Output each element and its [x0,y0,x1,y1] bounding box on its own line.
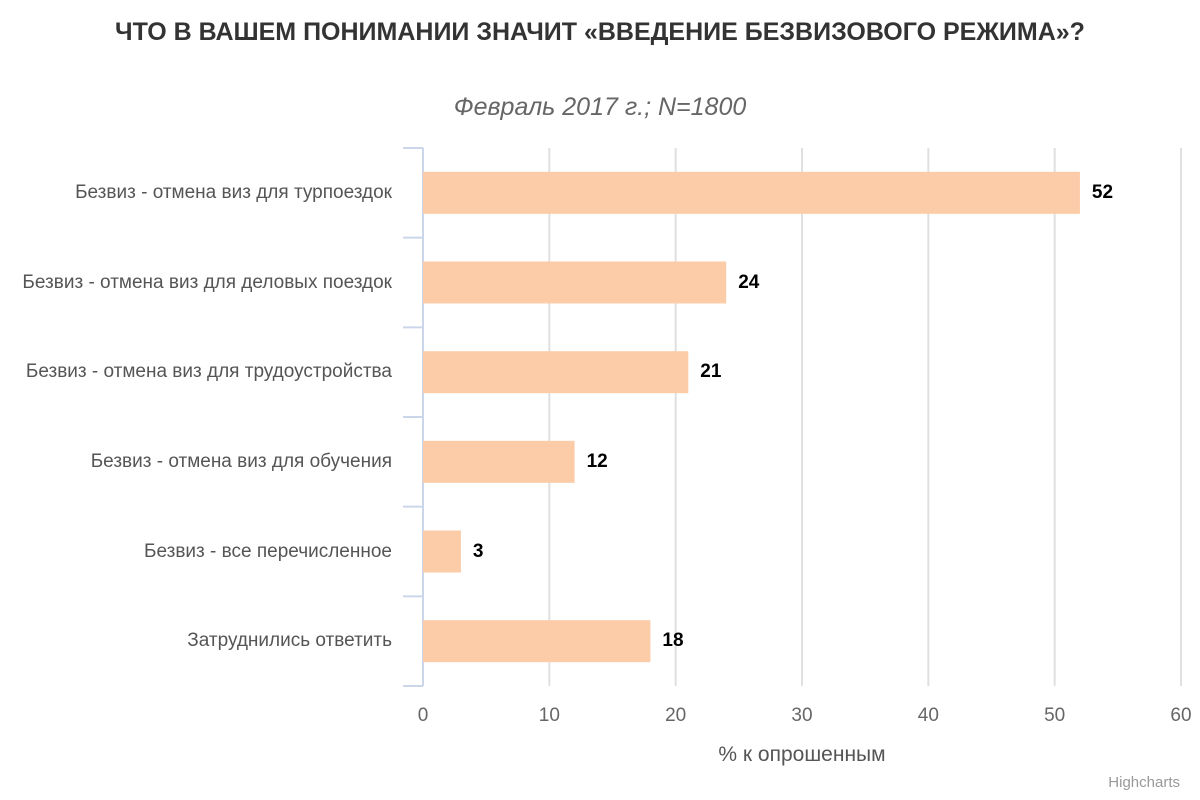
x-tick-label: 30 [791,705,813,726]
x-tick-label: 20 [665,705,687,726]
data-label: 21 [700,361,722,383]
x-tick-label: 0 [417,705,429,726]
category-label: Безвиз - отмена виз для обучения [90,450,392,472]
data-label: 12 [586,450,608,472]
bar [423,261,727,304]
bar [423,620,651,663]
category-label: Безвиз - отмена виз для деловых поездок [22,271,392,293]
category-label: Безвиз - все перечисленное [143,540,392,562]
credits-link[interactable]: Highcharts [1108,774,1180,791]
bar [423,440,575,483]
x-axis-label: % к опрошенным [718,743,886,766]
data-label: 18 [662,630,684,652]
x-tick-label: 50 [1044,705,1066,726]
category-label: Затруднились ответить [187,630,392,652]
data-label: 52 [1091,181,1114,203]
bar [423,171,1080,214]
bar [423,530,461,573]
chart-title: ЧТО В ВАШЕМ ПОНИМАНИИ ЗНАЧИТ «ВВЕДЕНИЕ Б… [115,18,1085,46]
chart-subtitle: Февраль 2017 г.; N=1800 [453,93,747,121]
category-label: Безвиз - отмена виз для трудоустройства [25,361,392,383]
bar [423,351,689,394]
category-label: Безвиз - отмена виз для турпоездок [75,181,392,203]
data-label: 24 [738,271,760,293]
x-tick-label: 40 [917,705,939,726]
data-label: 3 [472,540,484,562]
x-tick-label: 60 [1170,705,1192,726]
x-tick-label: 10 [538,705,560,726]
